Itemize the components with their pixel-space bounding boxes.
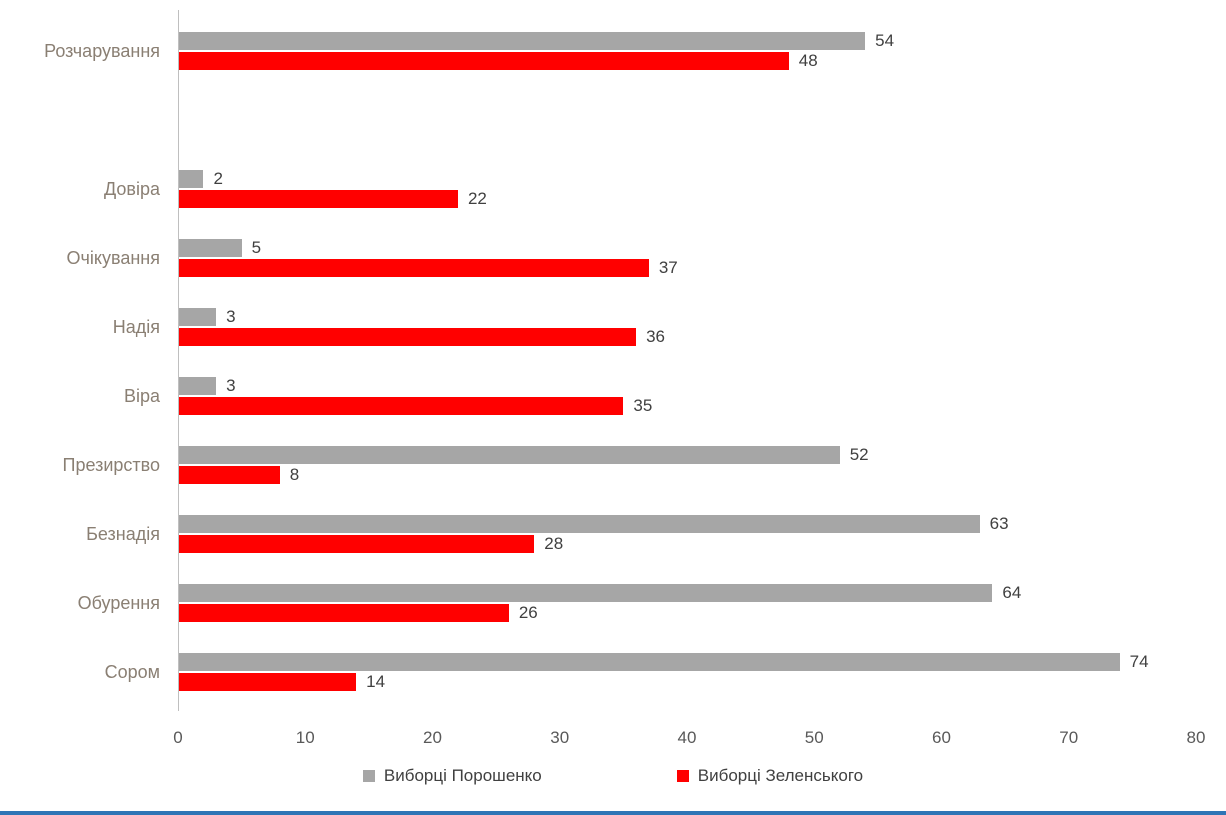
bar-poroshenko <box>178 584 993 603</box>
category-label: Безнадія <box>86 524 160 545</box>
value-label: 2 <box>213 168 223 188</box>
value-label: 14 <box>366 672 386 692</box>
value-label: 64 <box>1002 583 1022 603</box>
legend-item-poroshenko: Виборці Порошенко <box>362 766 542 786</box>
x-tick-label: 60 <box>932 728 951 747</box>
bar-poroshenko <box>178 31 866 50</box>
x-tick-label: 50 <box>804 728 824 747</box>
category-label: Розчарування <box>44 40 160 61</box>
bar-zelensky <box>178 327 637 346</box>
bar-poroshenko <box>178 238 242 257</box>
x-tick-label: 40 <box>677 728 697 747</box>
value-label: 63 <box>989 514 1009 534</box>
legend-swatch-poroshenko <box>362 770 375 782</box>
legend-item-zelensky: Виборці Зеленського <box>676 766 864 786</box>
bar-zelensky <box>178 535 535 554</box>
legend-label-zelensky: Виборці Зеленського <box>697 766 864 785</box>
legend-swatch-zelensky <box>676 770 689 782</box>
y-axis-line <box>178 10 179 711</box>
category-label: Надія <box>112 316 160 337</box>
category-label: Довіра <box>104 178 160 199</box>
bar-poroshenko <box>178 446 840 465</box>
legend-label-poroshenko: Виборці Порошенко <box>383 766 542 785</box>
value-label: 54 <box>875 30 895 50</box>
bar-poroshenko <box>178 653 1120 672</box>
bar-zelensky <box>178 604 509 623</box>
bottom-accent-line <box>0 811 1226 815</box>
x-tick-label: 70 <box>1059 728 1079 747</box>
bar-poroshenko <box>178 169 204 188</box>
value-label: 52 <box>849 445 869 465</box>
value-label: 37 <box>658 257 678 277</box>
category-label: Віра <box>123 386 160 407</box>
value-label: 26 <box>518 603 538 623</box>
value-label: 22 <box>467 188 487 208</box>
x-tick-label: 10 <box>295 728 315 747</box>
value-label: 3 <box>226 306 236 326</box>
bar-zelensky <box>178 189 458 208</box>
bar-zelensky <box>178 51 789 70</box>
bar-poroshenko <box>178 515 980 534</box>
x-tick-label: 20 <box>423 728 442 747</box>
bar-zelensky <box>178 673 357 692</box>
category-label: Презирство <box>62 455 161 476</box>
bar-poroshenko <box>178 307 217 326</box>
x-tick-label: 30 <box>550 728 570 747</box>
value-label: 5 <box>251 237 262 257</box>
value-label: 48 <box>798 50 818 70</box>
category-label: Обурення <box>77 593 160 614</box>
category-label: Сором <box>104 662 160 683</box>
bar-zelensky <box>178 397 624 416</box>
value-label: 74 <box>1129 652 1149 672</box>
legend: Виборці Порошенко Виборці Зеленського <box>0 766 1226 786</box>
value-label: 8 <box>289 465 300 485</box>
x-tick-label: 80 <box>1186 728 1206 747</box>
bar-poroshenko <box>178 377 217 396</box>
x-tick-label: 0 <box>173 728 183 747</box>
value-label: 35 <box>633 396 653 416</box>
value-label: 3 <box>226 376 236 396</box>
value-label: 36 <box>646 326 666 346</box>
value-label: 28 <box>544 534 564 554</box>
category-label: Очікування <box>66 247 160 268</box>
bar-zelensky <box>178 258 649 277</box>
bar-zelensky <box>178 466 280 485</box>
